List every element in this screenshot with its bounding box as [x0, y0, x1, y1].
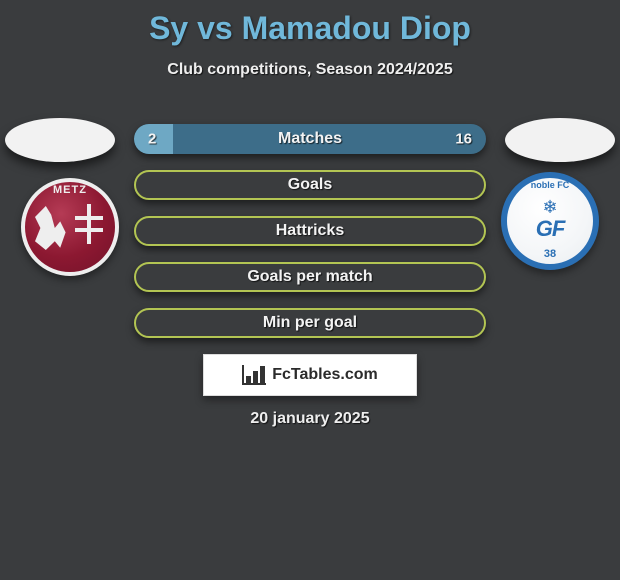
page-title: Sy vs Mamadou Diop	[0, 0, 620, 47]
stat-bar-hattricks-label: Hattricks	[276, 222, 344, 240]
stat-bar-goals-per-match: Goals per match	[134, 262, 486, 292]
stat-bar-matches-value-left: 2	[148, 131, 156, 148]
stat-bar-matches-label: Matches	[278, 130, 342, 148]
stat-bar-goals: Goals	[134, 170, 486, 200]
source-logo: FcTables.com	[203, 354, 417, 396]
stat-bar-goals-label: Goals	[288, 176, 332, 194]
snowflake-icon: ❄	[542, 198, 557, 216]
bar-chart-icon	[242, 365, 266, 385]
club-badge-right-inner: noble FC ❄ GF 38	[507, 178, 593, 264]
badge-left-text: METZ	[25, 184, 115, 196]
club-badge-left-inner: METZ	[25, 182, 115, 272]
stat-bar-goals-per-match-label: Goals per match	[247, 268, 372, 286]
player-right-oval	[505, 118, 615, 162]
badge-right-bottom-text: 38	[507, 248, 593, 260]
stat-bar-min-per-goal: Min per goal	[134, 308, 486, 338]
page-subtitle: Club competitions, Season 2024/2025	[0, 61, 620, 79]
date-text: 20 january 2025	[0, 410, 620, 428]
stat-bar-min-per-goal-label: Min per goal	[263, 314, 357, 332]
source-logo-text: FcTables.com	[272, 366, 378, 384]
dragon-icon	[35, 206, 71, 250]
stat-bars: 2 Matches 16 Goals Hattricks Goals per m…	[134, 124, 486, 354]
stat-bar-matches-value-right: 16	[455, 131, 472, 148]
player-left-oval	[5, 118, 115, 162]
badge-right-main-text: GF	[507, 216, 593, 242]
badge-right-arc-text: noble FC	[507, 180, 593, 190]
stat-bar-hattricks: Hattricks	[134, 216, 486, 246]
club-badge-left: METZ	[21, 178, 119, 276]
stat-bar-matches: 2 Matches 16	[134, 124, 486, 154]
club-badge-right: noble FC ❄ GF 38	[501, 172, 599, 270]
cross-icon	[75, 204, 103, 244]
